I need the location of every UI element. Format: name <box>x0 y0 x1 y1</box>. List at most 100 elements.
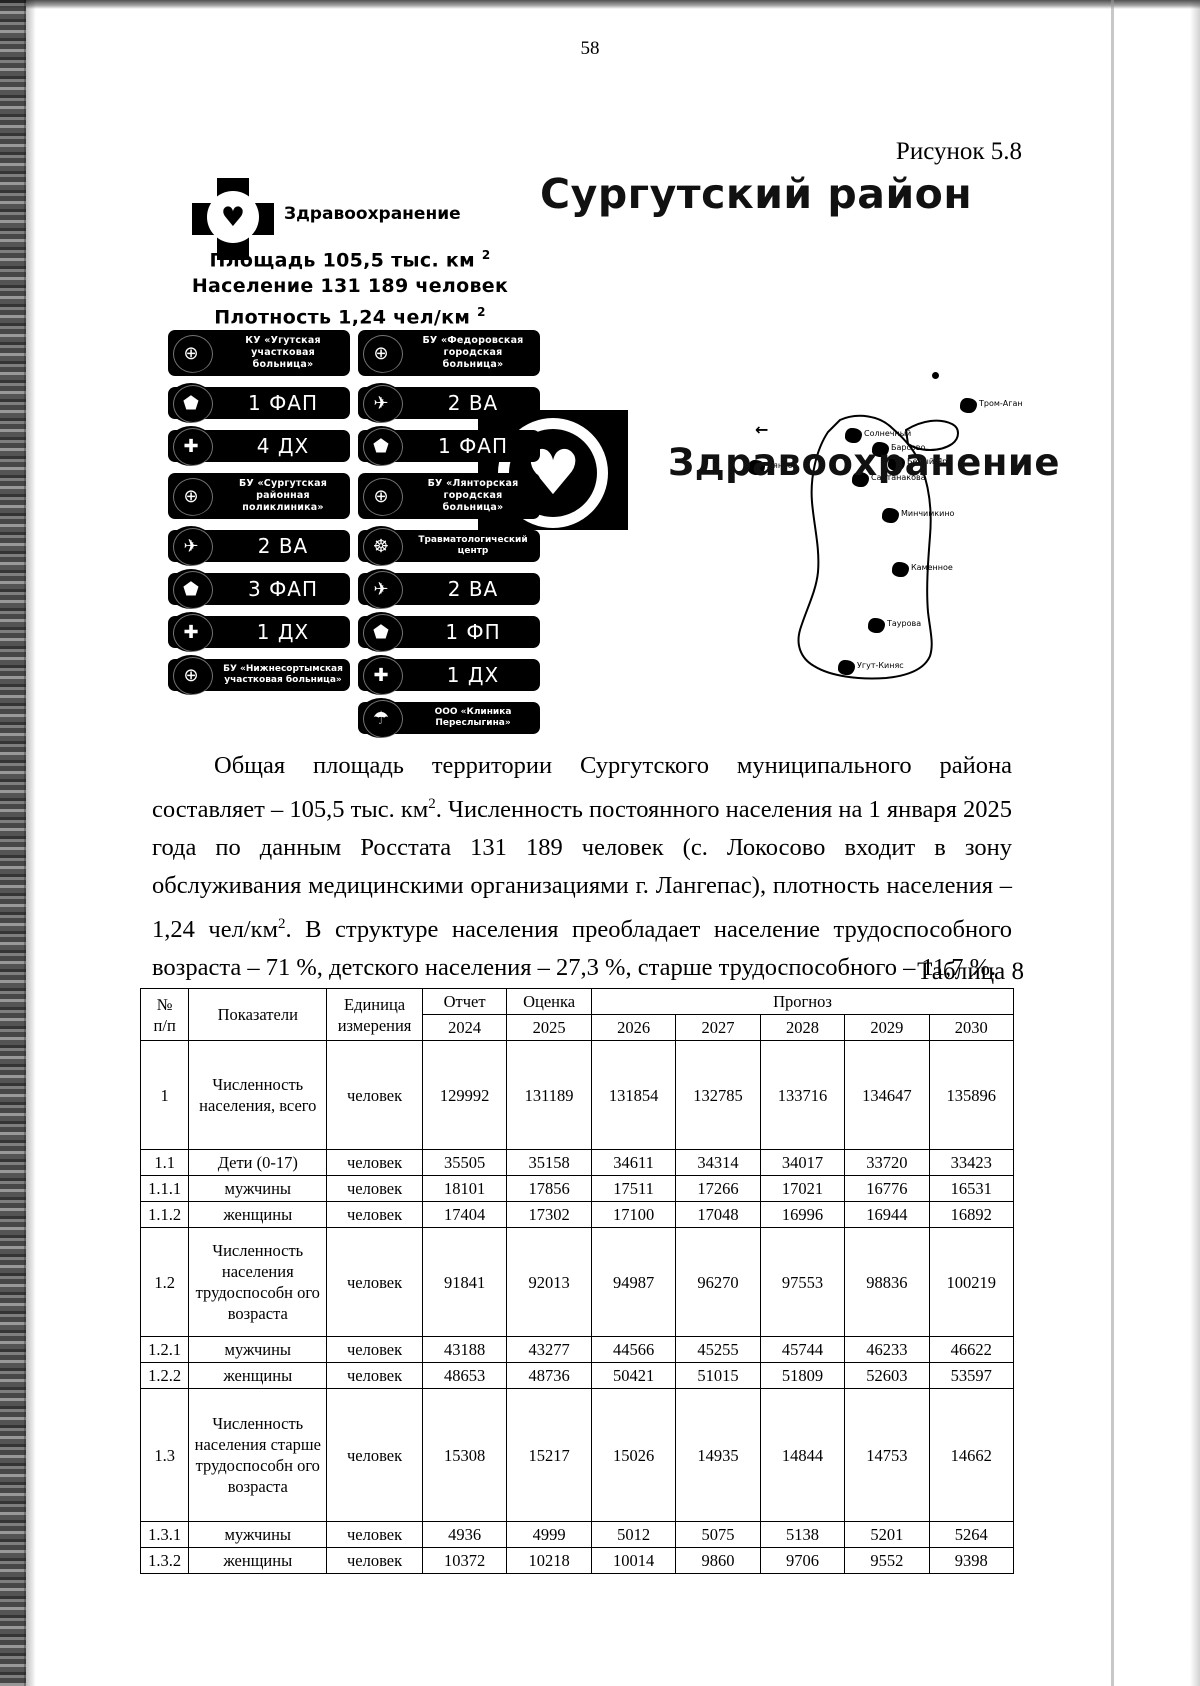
body-part-1: Общая площадь территории Сургутского мун… <box>152 751 1012 823</box>
trauma-icon: ☸ <box>358 526 404 566</box>
cell-unit: человек <box>326 1227 423 1337</box>
facility-item: ⊕ БУ «Лянторская городская больница» <box>358 473 540 519</box>
cell-value: 34017 <box>759 1149 846 1176</box>
cell-value: 17048 <box>675 1201 761 1228</box>
th-unit-sub: измерения <box>337 1015 412 1035</box>
facility-label: КУ «Угутская участковая больница» <box>245 335 321 370</box>
cell-value: 10372 <box>421 1547 508 1574</box>
facility-label: 3 ФАП <box>247 577 319 601</box>
th-number-sub: п/п <box>153 1015 176 1035</box>
scan-artifact-right-line <box>1111 0 1114 1686</box>
facility-label: 1 ФП <box>445 620 501 644</box>
cell-value: 17511 <box>590 1175 677 1202</box>
cross-icon: ✚ <box>168 426 214 466</box>
body-sup-1: 2 <box>428 795 436 812</box>
body-part-3: . В структуре населения преобладает насе… <box>152 915 1013 981</box>
facility-item: ⊕ БУ «Нижнесортымская участковая больница… <box>168 655 350 695</box>
cell-value: 9398 <box>928 1547 1015 1574</box>
cross-icon: ✚ <box>358 655 404 695</box>
facility-label: 1 ФАП <box>247 391 319 415</box>
cell-value: 133716 <box>759 1040 846 1150</box>
th-year: 2030 <box>928 1014 1015 1041</box>
facility-label: 4 ДХ <box>256 434 310 458</box>
facility-label: 2 ВА <box>447 577 499 601</box>
cell-value: 135896 <box>928 1040 1015 1150</box>
cell-value: 15308 <box>421 1388 508 1522</box>
map-settlement-label: Таурова <box>887 619 922 628</box>
map-settlement-marker <box>852 472 869 487</box>
th-forecast: Прогноз <box>590 988 1015 1015</box>
cell-value: 96270 <box>675 1227 761 1337</box>
cell-value: 4999 <box>506 1521 592 1548</box>
cell-indicator-name: мужчины <box>188 1521 328 1548</box>
map-settlement-label: Солнечный <box>864 429 912 438</box>
table-head: № п/п Показатели Единица измерения Отчет… <box>139 988 1015 1041</box>
facility-label: 2 ВА <box>257 534 309 558</box>
th-unit: Единица измерения <box>326 988 423 1041</box>
th-number: № п/п <box>139 988 190 1041</box>
map-settlement-label: Каменное <box>911 563 953 572</box>
cell-unit: человек <box>326 1149 423 1176</box>
facility-item: ✈ 2 ВА <box>358 569 540 609</box>
table-row: 1.3.1 мужчины человек 4936 4999 5012 5075 5138 5… <box>139 1521 1015 1548</box>
cell-value: 9552 <box>844 1547 930 1574</box>
figure-caption: Рисунок 5.8 <box>895 138 1022 165</box>
cell-value: 52603 <box>844 1362 930 1389</box>
map-settlement-label: Минчимкино <box>901 509 955 518</box>
cell-value: 100219 <box>928 1227 1015 1337</box>
cell-indicator-name: женщины <box>188 1201 328 1228</box>
cell-value: 131189 <box>506 1040 592 1150</box>
cell-row-number: 1.1.1 <box>139 1175 190 1202</box>
region-stats: Площадь 105,5 тыс. км 2 Население 131 18… <box>170 242 530 331</box>
cell-value: 9860 <box>675 1547 761 1574</box>
map-settlement-marker <box>960 398 977 413</box>
table-row: 1.2.1 мужчины человек 43188 43277 44566 45255 4… <box>139 1336 1015 1363</box>
cell-value: 14662 <box>928 1388 1015 1522</box>
cell-value: 35158 <box>506 1149 592 1176</box>
cell-unit: человек <box>326 1547 423 1574</box>
cell-row-number: 1.3.1 <box>139 1521 190 1548</box>
map-marker <box>932 372 939 379</box>
th-year: 2026 <box>590 1014 677 1041</box>
th-report: Отчет <box>421 988 508 1015</box>
cell-value: 16996 <box>759 1201 846 1228</box>
table-body: 1 Численность населения, всего человек 1299… <box>139 1040 1015 1574</box>
cell-value: 5138 <box>759 1521 846 1548</box>
th-indicators: Показатели <box>188 988 328 1041</box>
cell-value: 51015 <box>675 1362 761 1389</box>
cell-value: 16944 <box>844 1201 930 1228</box>
cell-value: 14844 <box>759 1388 846 1522</box>
cell-value: 17266 <box>675 1175 761 1202</box>
facility-item: ⬟ 1 ФАП <box>358 426 540 466</box>
cell-value: 17404 <box>421 1201 508 1228</box>
cell-value: 14753 <box>844 1388 930 1522</box>
cell-indicator-name: женщины <box>188 1547 328 1574</box>
cell-value: 15217 <box>506 1388 592 1522</box>
body-paragraph: Общая площадь территории Сургутского мун… <box>152 747 1012 987</box>
map-settlement-label: Салтанакова <box>871 473 926 482</box>
cell-value: 46622 <box>928 1336 1015 1363</box>
cell-unit: человек <box>326 1175 423 1202</box>
facility-label: ООО «Клиника Переслыгина» <box>434 707 512 728</box>
cell-value: 48653 <box>421 1362 508 1389</box>
clinic-icon: ⬟ <box>168 569 214 609</box>
map-settlement-marker <box>892 562 909 577</box>
cell-value: 44566 <box>590 1336 677 1363</box>
cell-value: 33423 <box>928 1149 1015 1176</box>
clinic-icon: ⬟ <box>358 426 404 466</box>
th-year: 2025 <box>506 1014 592 1041</box>
facility-item: ☸ Травматологический центр <box>358 526 540 566</box>
cell-indicator-name: мужчины <box>188 1336 328 1363</box>
ambulance-icon: ✈ <box>358 569 404 609</box>
table-row: 1 Численность населения, всего человек 1299… <box>139 1040 1015 1150</box>
table-row: 1.1.2 женщины человек 17404 17302 17100 17048 1… <box>139 1201 1015 1228</box>
cell-value: 34314 <box>675 1149 761 1176</box>
cell-value: 14935 <box>675 1388 761 1522</box>
cell-unit: человек <box>326 1336 423 1363</box>
cell-value: 10014 <box>590 1547 677 1574</box>
cross-icon: ✚ <box>168 612 214 652</box>
table-row: 1.2 Численность населения трудоспособн ог… <box>139 1227 1015 1337</box>
cell-value: 92013 <box>506 1227 592 1337</box>
cell-indicator-name: мужчины <box>188 1175 328 1202</box>
